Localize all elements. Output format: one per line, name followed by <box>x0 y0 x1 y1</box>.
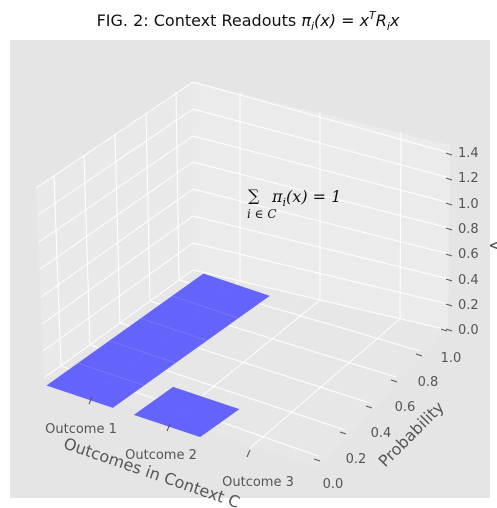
x-tick-marks <box>88 396 251 458</box>
z-axis-label: V <box>486 240 497 251</box>
sum-symbol: ∑ <box>248 186 260 205</box>
bar-grid-line <box>109 340 176 364</box>
y-tick-label: 0.2 <box>346 452 367 467</box>
y-tick-label: 0.0 <box>323 477 344 492</box>
y-tick-label: 0.6 <box>395 400 416 415</box>
sum-annotation: ∑ i ∈ C πi(x) = 1 <box>247 186 341 221</box>
z-tick-label: 1.0 <box>458 197 479 212</box>
y-tick-label: 0.4 <box>371 426 392 441</box>
z-tick-label: 0.2 <box>458 298 479 313</box>
bar-grid-line <box>140 317 208 341</box>
chart-title: FIG. 2: Context Readouts πi(x) = xTRix <box>97 9 400 33</box>
bars <box>46 273 270 438</box>
z-tick-label: 1.4 <box>458 146 479 161</box>
bar-outcome-2 <box>133 386 240 438</box>
back-wall-pane <box>193 82 450 330</box>
x-tick-label: Outcome 2 <box>125 448 197 463</box>
x-tick-label: Outcome 3 <box>222 475 294 490</box>
z-tick-label: 0.6 <box>458 247 479 262</box>
sum-index: i ∈ C <box>247 207 277 221</box>
y-tick-label: 0.8 <box>418 375 439 390</box>
y-tick-label: 1.0 <box>441 351 462 366</box>
x-tick-labels: Outcome 1 Outcome 2 Outcome 3 <box>45 422 294 490</box>
gridlines <box>35 81 451 457</box>
z-tick-marks <box>445 152 453 332</box>
z-tick-label: 1.2 <box>458 171 479 186</box>
bar-outcome-1 <box>46 273 270 408</box>
left-wall-pane <box>36 82 193 378</box>
sum-expression: πi(x) = 1 <box>271 187 341 209</box>
bar-grid-line <box>77 362 145 386</box>
y-tick-labels: 0.0 0.2 0.4 0.6 0.8 1.0 <box>323 351 462 492</box>
z-tick-label: 0.4 <box>458 273 479 288</box>
x-tick-label: Outcome 1 <box>45 422 117 437</box>
y-tick-marks <box>313 328 448 462</box>
z-tick-labels: 0.0 0.2 0.4 0.6 0.8 1.0 1.2 1.4 <box>458 146 479 338</box>
bar-grid-line <box>171 295 239 319</box>
z-tick-label: 0.0 <box>458 323 479 338</box>
z-tick-label: 0.8 <box>458 222 479 237</box>
